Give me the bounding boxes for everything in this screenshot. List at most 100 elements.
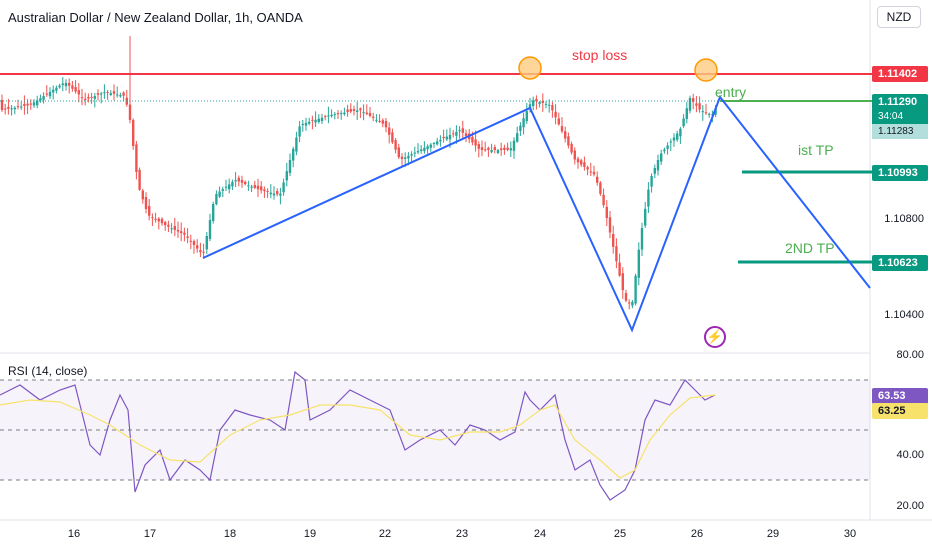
candle-body bbox=[503, 147, 506, 150]
candle-body bbox=[634, 275, 637, 304]
symbol-title[interactable]: Australian Dollar / New Zealand Dollar, … bbox=[8, 10, 303, 25]
candle-body bbox=[480, 147, 484, 150]
rsi-value-tag: 63.53 bbox=[872, 388, 928, 404]
rsi-axis-label: 80.00 bbox=[896, 349, 924, 361]
currency-button[interactable]: NZD bbox=[877, 6, 921, 28]
stop-loss-label: stop loss bbox=[572, 47, 628, 63]
candle-body bbox=[77, 90, 80, 95]
tp1-price-tag: 1.10993 bbox=[872, 165, 928, 181]
candle-body bbox=[599, 182, 602, 194]
candle-body bbox=[173, 226, 176, 230]
candle-body bbox=[176, 229, 180, 232]
candle-body bbox=[93, 96, 96, 99]
candle-body bbox=[676, 133, 679, 140]
candle-body bbox=[650, 176, 653, 187]
candle-body bbox=[596, 176, 599, 183]
candle-body bbox=[58, 85, 61, 88]
candle-body bbox=[282, 182, 285, 193]
candle-body bbox=[516, 133, 519, 142]
candle-body bbox=[541, 100, 544, 103]
candle-body bbox=[26, 103, 29, 106]
candle-body bbox=[464, 133, 468, 136]
candle-body bbox=[135, 144, 138, 172]
candle-body bbox=[327, 115, 330, 117]
candle-body bbox=[525, 111, 528, 122]
candle-body bbox=[263, 189, 266, 192]
candle-body bbox=[535, 98, 538, 102]
candle-body bbox=[96, 93, 100, 95]
candle-body bbox=[196, 245, 199, 249]
candle-body bbox=[141, 190, 144, 200]
candle-body bbox=[109, 93, 112, 95]
time-axis-label: 19 bbox=[303, 528, 317, 540]
candle-body bbox=[388, 127, 391, 135]
flash-icon[interactable]: ⚡ bbox=[704, 326, 726, 348]
candle-body bbox=[160, 218, 164, 224]
candle-body bbox=[45, 93, 48, 95]
candle-body bbox=[189, 240, 192, 242]
candle-body bbox=[112, 91, 116, 94]
candle-body bbox=[372, 116, 375, 118]
candle-body bbox=[272, 193, 276, 196]
prev-close-tag: 1.11283 bbox=[872, 124, 928, 139]
candle-body bbox=[576, 158, 580, 163]
candle-body bbox=[16, 106, 20, 108]
candle-body bbox=[672, 137, 676, 141]
time-axis-label: 18 bbox=[223, 528, 237, 540]
rsi-ma-line bbox=[0, 394, 716, 479]
candle-body bbox=[237, 177, 240, 182]
candle-body bbox=[0, 99, 4, 110]
candle-body bbox=[692, 98, 695, 102]
candle-body bbox=[448, 135, 452, 140]
candle-body bbox=[336, 113, 340, 115]
rsi-axis-label: 40.00 bbox=[896, 449, 924, 461]
candle-body bbox=[29, 103, 32, 105]
time-axis-label: 30 bbox=[843, 528, 857, 540]
candle-body bbox=[247, 185, 250, 187]
candle-body bbox=[544, 103, 548, 105]
candle-body bbox=[148, 206, 151, 216]
candle-body bbox=[698, 103, 701, 110]
candle-body bbox=[612, 234, 615, 247]
candle-body bbox=[580, 160, 583, 165]
candle-body bbox=[39, 98, 42, 101]
rsi-line bbox=[0, 370, 716, 501]
candle-body bbox=[458, 130, 461, 132]
candle-body bbox=[637, 249, 640, 278]
candle-body bbox=[330, 114, 333, 117]
time-axis-label: 16 bbox=[67, 528, 81, 540]
candle-body bbox=[349, 109, 352, 112]
tp2-label: 2ND TP bbox=[785, 240, 835, 256]
candle-body bbox=[432, 143, 436, 144]
candle-body bbox=[42, 96, 45, 100]
candle-body bbox=[221, 189, 224, 191]
candle-body bbox=[381, 120, 384, 124]
candle-body bbox=[528, 104, 532, 110]
candle-body bbox=[13, 107, 16, 110]
time-axis-label: 29 bbox=[766, 528, 780, 540]
candle-body bbox=[7, 106, 10, 109]
candle-body bbox=[368, 112, 372, 116]
candle-body bbox=[660, 153, 663, 162]
candle-body bbox=[551, 105, 554, 111]
candle-body bbox=[445, 136, 448, 140]
candle-body bbox=[573, 150, 576, 160]
candle-body bbox=[311, 119, 314, 121]
candles-group bbox=[0, 36, 717, 310]
candle-body bbox=[167, 224, 170, 227]
candle-body bbox=[496, 150, 500, 153]
candle-body bbox=[74, 87, 77, 92]
candle-body bbox=[52, 89, 55, 93]
candle-body bbox=[359, 108, 362, 111]
candle-body bbox=[276, 191, 279, 195]
candle-body bbox=[218, 191, 221, 197]
candle-body bbox=[244, 181, 247, 185]
rsi-title[interactable]: RSI (14, close) bbox=[8, 364, 88, 378]
candle-body bbox=[116, 94, 119, 96]
candle-body bbox=[509, 148, 512, 151]
candle-body bbox=[455, 131, 458, 136]
candle-body bbox=[250, 186, 253, 188]
candle-body bbox=[170, 228, 173, 230]
candle-body bbox=[23, 103, 26, 106]
